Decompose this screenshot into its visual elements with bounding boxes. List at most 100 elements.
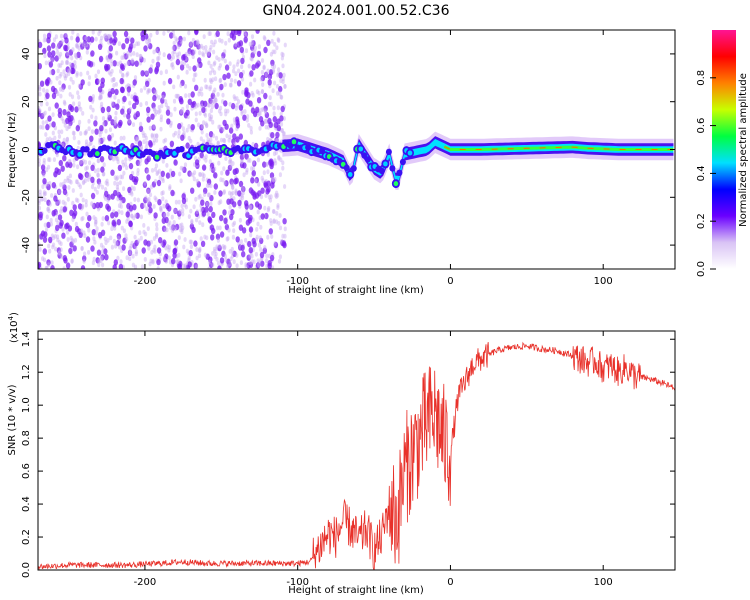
spectral-noise-point [155,30,159,35]
spectral-noise-point [77,45,81,51]
spectral-noise-point [65,66,70,73]
spectral-noise-point [164,245,168,251]
spectral-noise-point [235,236,240,243]
spectral-noise-point [114,82,118,87]
spectral-noise-point [187,261,192,268]
spectral-noise-point [100,184,105,190]
spectral-noise-point [206,102,210,108]
spectral-noise-point [128,250,132,256]
spectral-noise-point [269,254,275,262]
spectral-noise-point [147,88,152,94]
spectral-noise-point [143,132,147,138]
spectral-noise-point [76,32,80,38]
spectral-noise-point [267,194,271,200]
spectral-noise-point [165,163,169,168]
spectral-noise-point [205,253,210,260]
spectral-noise-point [202,155,206,161]
spectral-noise-point [72,131,76,136]
spectral-noise-point [117,41,121,47]
spectral-noise-point [91,30,95,35]
spectral-noise-point [126,108,132,115]
spectral-noise-point [157,199,162,206]
spectral-noise-point [189,171,193,177]
spectral-noise-point [134,213,138,219]
spectral-noise-point [249,70,254,77]
spectral-noise-point [171,224,176,231]
spectral-noise-point [246,92,251,99]
spectral-noise-point [225,169,230,176]
spectral-noise-point [208,206,213,213]
spectral-noise-point [196,181,201,188]
spectral-noise-point [172,220,176,225]
spectral-noise-point [65,161,70,168]
spectral-noise-point [242,114,247,121]
spectral-noise-point [111,101,116,109]
spectral-noise-point [127,59,132,66]
spectral-noise-point [56,68,60,74]
spectral-noise-point [79,173,84,181]
spectral-noise-point [138,230,142,236]
spectral-noise-point [50,55,55,62]
spectral-noise-point [235,122,241,129]
spectral-noise-point [207,60,211,66]
spectral-noise-point [233,43,238,50]
spectral-noise-point [280,55,284,61]
spectral-noise-point [68,62,72,67]
spectral-noise-point [217,65,221,71]
spectral-noise-point [257,182,261,187]
spectral-noise-point [181,197,187,204]
spectral-noise-point [243,31,249,38]
spectral-noise-point [231,185,235,190]
spectral-noise-point [228,134,232,140]
spectral-noise-point [85,165,89,171]
spectral-noise-point [59,182,63,188]
spectral-noise-point [159,126,163,132]
spectral-noise-point [109,71,113,77]
ridge-blob [350,165,357,172]
spectral-ridge [38,131,674,190]
spectral-noise-point [70,237,74,243]
spectral-noise-point [231,34,237,41]
spectral-noise-point [260,89,264,94]
ridge-blob [385,148,392,156]
spectral-noise-point [197,57,202,64]
spectral-noise-point [66,111,71,118]
spectral-noise-point [139,214,143,220]
spectral-noise-point [122,186,126,192]
spectral-noise-point [259,247,263,252]
spectral-noise-point [268,121,273,129]
spectral-noise-point [156,179,162,187]
y-tick-label: 40 [21,48,32,61]
spectral-noise-point [224,257,228,263]
spectral-noise-point [83,178,87,184]
spectral-noise-point [202,139,206,145]
spectral-noise-point [212,98,216,104]
spectral-noise-point [204,45,208,50]
spectral-noise-point [94,216,98,222]
spectral-noise-point [160,170,165,177]
spectral-noise-point [190,101,195,109]
spectral-noise-point [256,209,260,215]
spectral-noise-point [71,200,75,206]
spectral-noise-point [109,235,113,241]
spectral-noise-point [151,87,156,94]
spectral-noise-point [148,67,153,74]
spectral-noise-point [116,156,120,162]
spectral-noise-point [63,122,67,128]
y-tick-label: 0 [21,146,32,152]
spectral-noise-point [146,240,151,247]
spectral-scatter-cloud [38,30,288,269]
spectral-noise-point [217,160,221,166]
spectral-noise-point [103,120,108,127]
spectral-noise-point [99,125,104,132]
spectral-noise-point [61,232,66,239]
spectral-noise-point [133,264,138,269]
spectral-noise-point [45,214,49,220]
spectral-noise-point [131,262,135,268]
spectral-noise-point [100,77,106,84]
ridge-blob [41,147,48,154]
spectral-noise-point [214,97,218,103]
spectral-noise-point [104,240,108,246]
spectral-noise-point [65,139,69,145]
